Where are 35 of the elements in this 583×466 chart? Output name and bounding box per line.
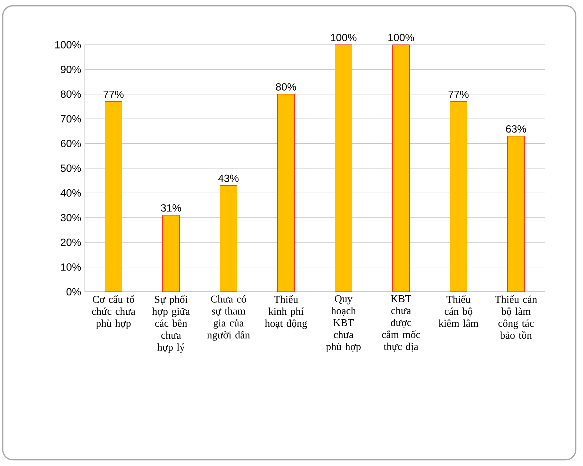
data-label: 80% (276, 83, 296, 91)
bar (392, 44, 410, 292)
x-tick-label: KBT chưa được cắm mốc thực địa (382, 296, 420, 352)
y-tick-label: 40% (60, 189, 82, 197)
x-tick-label: Cơ cấu tổ chức chưa phù hợp (92, 296, 136, 330)
data-label: 77% (104, 90, 124, 98)
y-tick-label: 20% (61, 238, 82, 246)
y-tick-label: 70% (61, 115, 82, 123)
y-tick-label: 30% (60, 214, 82, 222)
x-tick-label: Thiếu kinh phí hoạt động (265, 296, 308, 330)
x-tick-label: Quy hoạch KBT chưa phù hợp (326, 296, 361, 352)
bar (220, 186, 238, 292)
x-tick-label: Sự phối hợp giữa các bên chưa hợp lý (152, 296, 190, 354)
data-label: 43% (218, 174, 239, 182)
data-label: 31% (161, 204, 182, 212)
bar (508, 136, 525, 292)
x-tick-label: Thiếu cán bộ kiêm lâm (438, 296, 479, 328)
y-tick-label: 100% (56, 41, 82, 49)
bar (278, 94, 295, 292)
bar (335, 44, 352, 292)
bar (105, 102, 122, 292)
y-tick-label: 60% (61, 140, 82, 148)
y-tick-label: 80% (61, 90, 82, 98)
bar (162, 215, 180, 292)
x-tick-label: Chưa có sự tham gia của người dân (207, 296, 250, 341)
data-label: 100% (331, 34, 357, 42)
data-label: 77% (448, 90, 469, 98)
data-label: 100% (388, 34, 414, 42)
y-tick-label: 0% (66, 288, 82, 296)
data-label: 63% (506, 125, 526, 133)
y-tick-label: 10% (61, 264, 82, 271)
bar (450, 102, 468, 292)
x-tick-label: Thiếu cán bộ làm công tác bảo tồn (495, 296, 538, 340)
y-tick-label: 50% (60, 164, 82, 172)
y-tick-label: 90% (61, 66, 82, 74)
